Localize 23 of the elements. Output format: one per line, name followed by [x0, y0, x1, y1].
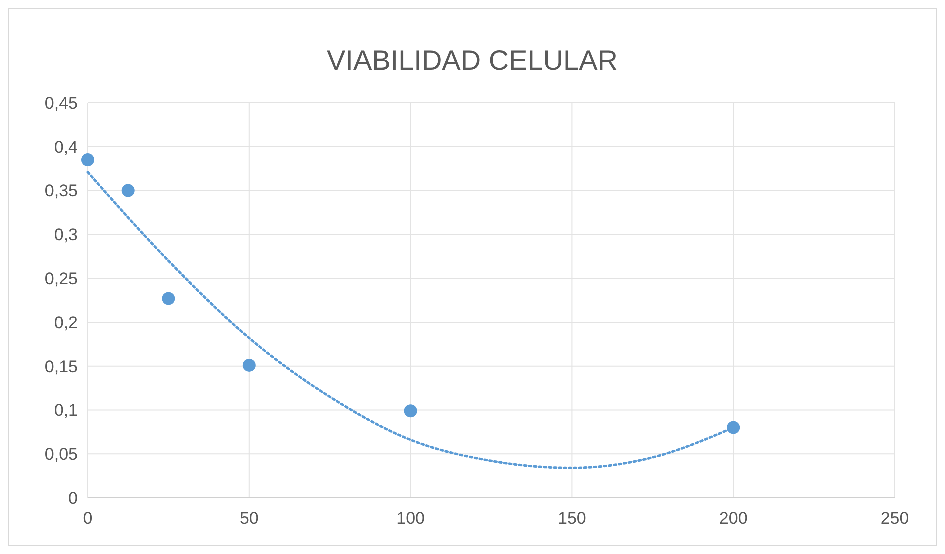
- y-tick-label: 0,2: [54, 313, 78, 332]
- point: [727, 421, 740, 434]
- y-tick-label: 0,4: [54, 138, 78, 157]
- point: [404, 404, 418, 418]
- point: [122, 184, 135, 198]
- y-tick-label: 0,35: [44, 182, 78, 201]
- x-tick-label: 100: [396, 509, 425, 528]
- x-tick-label: 250: [880, 509, 910, 528]
- x-tick-label: 200: [719, 509, 748, 528]
- y-tick-label: 0,1: [54, 401, 78, 420]
- y-tick-label: 0: [68, 488, 78, 508]
- y-tick-label: 0,25: [44, 270, 78, 289]
- point: [242, 358, 256, 372]
- point: [82, 154, 94, 167]
- y-tick-label: 0,3: [54, 226, 78, 245]
- y-tick-label: 0,05: [44, 445, 78, 464]
- x-tick-label: 0: [83, 509, 93, 528]
- y-tick-label: 0,15: [44, 357, 78, 376]
- x-tick-label: 50: [240, 509, 259, 528]
- x-tick-label: 150: [558, 509, 586, 528]
- chart-title: VIABILIDAD CELULAR: [327, 45, 618, 76]
- y-tick-label: 0,45: [44, 94, 78, 113]
- point: [162, 292, 176, 306]
